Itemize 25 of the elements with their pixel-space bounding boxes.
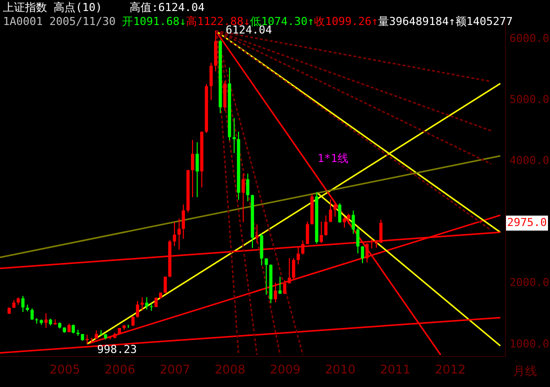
annotation: 额1405277 bbox=[455, 15, 513, 28]
text: 高值:6124.04 bbox=[130, 1, 205, 14]
x-tick-label: 2007 bbox=[160, 362, 190, 376]
x-tick-label: 2010 bbox=[324, 362, 356, 376]
text: 月线 bbox=[513, 363, 537, 380]
y-tick-label: 4000.0 bbox=[510, 154, 550, 168]
annotation: 998.23 bbox=[97, 342, 137, 356]
annotation: 1*1线 bbox=[317, 152, 348, 165]
x-tick-label: 2008 bbox=[214, 362, 246, 376]
y-tick-label: 1000.0 bbox=[510, 337, 550, 350]
x-tick-label: 2005 bbox=[50, 362, 80, 376]
x-tick-label: 2006 bbox=[104, 362, 136, 376]
y-tick-label: 5000.0 bbox=[510, 92, 550, 106]
x-tick-label: 2012 bbox=[435, 362, 466, 376]
x-tick-label: 2011 bbox=[380, 362, 411, 376]
x-tick-label: 2009 bbox=[270, 362, 300, 376]
annotation: 收1099.26↑ bbox=[314, 15, 378, 28]
annotation: 1A0001 2005/11/30 bbox=[3, 15, 116, 28]
text: 上证指数 高点(10) bbox=[3, 1, 102, 14]
y-tick-label: 2000.0 bbox=[510, 276, 550, 290]
annotation: 开1091.68↓ bbox=[122, 15, 186, 28]
annotation: 6124.04 bbox=[226, 24, 272, 37]
annotation: 量396489184↑ bbox=[378, 15, 456, 28]
annotation: 2975.0 bbox=[507, 216, 547, 230]
y-tick-label: 6000.0 bbox=[510, 32, 550, 45]
